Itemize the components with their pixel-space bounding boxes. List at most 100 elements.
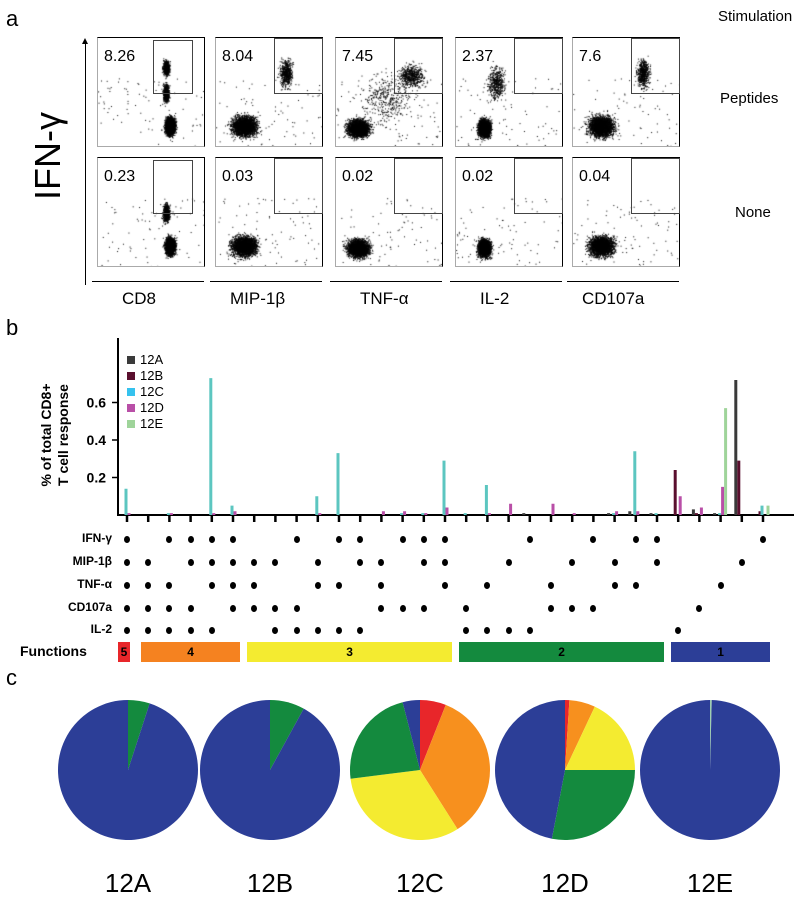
gate-box <box>514 38 563 94</box>
function-dot <box>760 535 766 543</box>
bar-12C <box>336 453 340 515</box>
function-dot <box>336 626 342 634</box>
function-row-label: MIP-1β <box>72 554 112 568</box>
function-dot <box>399 535 406 543</box>
y-axis-label-ifn-gamma: IFN-γ <box>27 112 68 200</box>
bar-12C <box>400 513 404 515</box>
function-dot <box>420 558 427 566</box>
legend-item-12E: 12E <box>127 416 163 431</box>
function-dot <box>293 626 300 634</box>
function-dot <box>293 535 300 543</box>
gate-box <box>514 158 563 214</box>
pie-slice-1-functions <box>58 700 199 840</box>
bar-12B <box>673 470 677 515</box>
bar-12D <box>721 486 725 515</box>
function-row-label: IFN-γ <box>82 531 112 545</box>
flow-plot-2-0: 7.45 <box>335 37 443 147</box>
function-row-label: IL-2 <box>90 622 112 636</box>
bar-12A <box>628 511 632 515</box>
bar-12B <box>737 460 741 515</box>
function-dot <box>526 535 533 543</box>
legend-swatch <box>127 419 135 428</box>
row-label-none: None <box>735 204 771 221</box>
gate-percent: 7.45 <box>342 48 374 65</box>
bar-12C <box>230 505 234 515</box>
y-axis-arrow <box>85 42 86 285</box>
bar-12D <box>381 511 385 515</box>
function-dot <box>526 626 533 634</box>
bar-12C <box>166 513 170 515</box>
gate-percent: 0.02 <box>462 168 494 185</box>
function-dot <box>484 581 491 589</box>
bar-12A <box>691 509 695 515</box>
function-dot <box>272 626 279 634</box>
flow-scatter-points <box>336 158 442 266</box>
bar-12A <box>713 513 717 515</box>
row-label-peptides: Peptides <box>720 90 779 107</box>
pie-slice-1-functions <box>402 700 420 770</box>
bar-12D <box>509 503 513 515</box>
y-tick-label: 0.4 <box>87 432 107 448</box>
flow-scatter-points <box>216 38 322 146</box>
function-dot <box>208 558 215 566</box>
gate-box <box>631 158 680 214</box>
function-dot <box>399 604 406 612</box>
function-dot <box>611 558 618 566</box>
gate-percent: 2.37 <box>462 48 494 65</box>
panel-letter-b: b <box>6 315 19 340</box>
pie-slice-3-functions <box>350 770 458 840</box>
function-dot <box>548 604 554 612</box>
function-dot <box>378 558 385 566</box>
bar-12D <box>678 496 682 515</box>
gate-box <box>274 158 323 214</box>
function-dot <box>124 604 130 612</box>
legend-swatch <box>127 371 135 380</box>
bar-12B <box>694 513 698 515</box>
bar-12C <box>421 513 425 515</box>
function-dot <box>124 626 130 634</box>
function-dot <box>505 626 512 634</box>
bar-12C <box>463 513 467 515</box>
bar-12A <box>607 513 611 515</box>
function-dot <box>314 558 321 566</box>
function-dot <box>251 604 258 612</box>
x-axis-arrow <box>450 281 562 282</box>
function-dot <box>166 535 173 543</box>
x-axis-arrow <box>92 281 204 282</box>
gate-box <box>631 38 680 94</box>
function-dot <box>251 581 258 589</box>
function-dot <box>145 581 152 589</box>
function-dot <box>505 558 512 566</box>
gate-percent: 7.6 <box>579 48 602 65</box>
bar-12D <box>233 511 237 515</box>
function-row-label: CD107a <box>67 600 112 614</box>
bar-12C <box>718 513 722 515</box>
gate-percent: 8.26 <box>104 48 136 65</box>
x-axis-label: TNF-α <box>360 289 409 308</box>
gate-percent: 0.03 <box>222 168 254 185</box>
flow-plot-4-1: 0.04 <box>572 157 680 267</box>
arrow-head-icon <box>82 38 88 44</box>
bar-12E <box>766 505 770 515</box>
x-axis-arrow <box>330 281 442 282</box>
function-dot <box>336 581 342 589</box>
function-dot <box>463 626 470 634</box>
function-dot <box>632 535 639 543</box>
bar-12C <box>760 505 764 515</box>
function-group-1: 1 <box>671 642 770 662</box>
function-dot <box>548 581 554 589</box>
bar-12D <box>699 507 703 515</box>
function-dot <box>272 558 279 566</box>
function-dot <box>314 581 321 589</box>
bar-12D <box>424 513 428 515</box>
x-axis-label: CD107a <box>582 289 645 308</box>
flow-plot-1-1: 0.03 <box>215 157 323 267</box>
function-dot <box>442 558 448 566</box>
flow-scatter-points <box>336 38 442 146</box>
flow-scatter-points <box>98 38 204 146</box>
function-dot <box>357 535 364 543</box>
pie-slice-1-functions <box>495 700 565 839</box>
function-dot <box>611 581 618 589</box>
x-axis-arrow <box>210 281 322 282</box>
function-dot <box>569 604 576 612</box>
